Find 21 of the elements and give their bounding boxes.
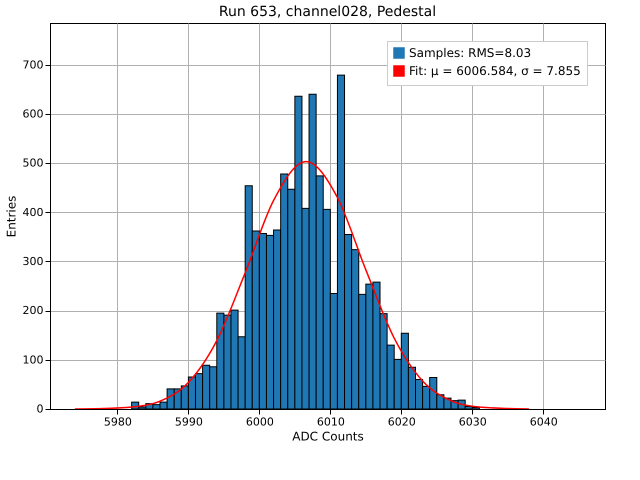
chart-title: Run 653, channel028, Pedestal [218,4,436,20]
x-tick-label: 6020 [388,416,416,428]
y-tick-label: 0 [36,402,44,416]
y-tick-label: 300 [22,254,44,268]
legend-label: Samples: RMS=8.03 [409,46,532,60]
legend-label: Fit: μ = 6006.584, σ = 7.855 [409,64,581,78]
y-tick-label: 500 [22,156,44,170]
x-tick-label: 5980 [104,416,132,428]
y-tick-label: 100 [22,353,44,366]
y-tick-label: 400 [22,206,44,219]
y-axis-title: Entries [4,196,19,238]
x-tick-label: 6040 [530,416,558,428]
x-axis-title: ADC Counts [292,430,364,444]
y-tick-label: 200 [22,304,44,318]
y-tick-label: 600 [22,107,44,120]
x-tick-label: 5990 [174,416,203,428]
x-tick-label: 6000 [246,416,274,428]
x-tick-label: 6010 [316,416,345,428]
line-series [74,160,530,409]
y-tick-label: 700 [22,58,44,72]
x-tick-label: 6030 [458,416,487,428]
